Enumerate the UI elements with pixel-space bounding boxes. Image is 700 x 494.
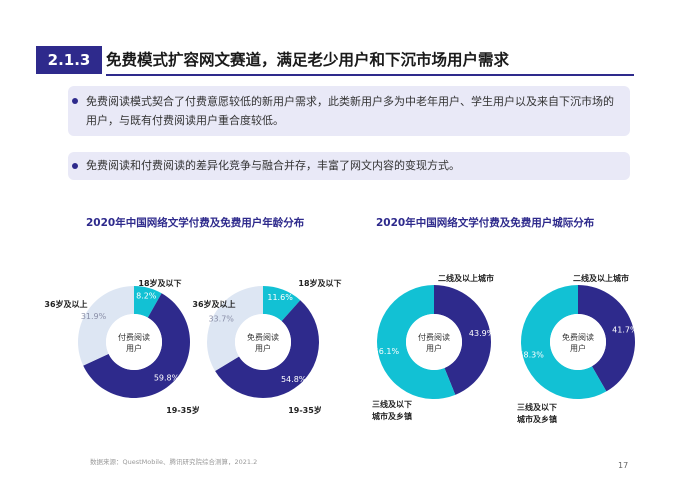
bullet-text: 免费阅读和付费阅读的差异化竞争与融合并存，丰富了网文内容的变现方式。 [86,159,460,172]
city-chart-title: 2020年中国网络文学付费及免费用户城际分布 [376,217,595,229]
data-source-note: 数据来源：QuestMobile、腾讯研究院综合测算，2021.2 [90,458,258,466]
slice-value-label: 11.6% [267,293,293,302]
donut-slice [215,300,319,398]
center-label: 付费阅读 [418,332,450,342]
bullet-dot-icon [72,98,78,104]
slice-value-label: 8.2% [136,292,157,301]
center-label: 免费阅读 [247,332,279,342]
donut-hole [406,314,462,370]
page-title: 免费模式扩容网文赛道，满足老少用户和下沉市场用户需求 [106,51,510,69]
center-label: 用户 [570,343,586,353]
donut-slice [377,285,456,399]
slice-value-label: 31.9% [81,312,107,321]
slice-value-label: 56.1% [374,347,400,356]
category-label: 19-35岁 [166,405,200,415]
category-label: 36岁及以上 [44,299,87,309]
section-number: 2.1.3 [36,46,102,74]
donut-hole [550,314,606,370]
section-header: 2.1.3 免费模式扩容网文赛道，满足老少用户和下沉市场用户需求 [36,46,634,76]
donut-slice [134,286,162,318]
category-label: 18岁及以下 [138,278,181,288]
donut-slice [434,285,492,395]
donut-slice [207,286,263,372]
center-label: 用户 [426,343,442,353]
age-chart-title: 2020年中国网络文学付费及免费用户年龄分布 [86,217,305,229]
slice-value-label: 58.3% [518,351,544,360]
center-label: 用户 [255,343,271,353]
category-label: 二线及以上城市 [573,273,629,283]
donut-slice [263,286,301,322]
bullet-dot-icon [72,163,78,169]
header-underline [106,74,634,76]
donut-slice [521,285,607,399]
bullet-box-2: 免费阅读和付费阅读的差异化竞争与融合并存，丰富了网文内容的变现方式。 [68,152,630,180]
category-label: 城市及乡镇 [372,411,412,421]
category-label: 36岁及以上 [192,299,235,309]
donut-hole [106,314,162,370]
bullet-box-1: 免费阅读模式契合了付费意愿较低的新用户需求，此类新用户多为中老年用户、学生用户以… [68,86,630,136]
slice-value-label: 43.9% [469,329,495,338]
slice-value-label: 41.7% [612,325,638,334]
category-label: 19-35岁 [288,405,322,415]
category-label: 城市及乡镇 [517,414,557,424]
category-label: 二线及以上城市 [438,273,494,283]
donut-hole [235,314,291,370]
slice-value-label: 59.8% [154,373,180,382]
donut-slice [578,285,635,392]
center-label: 付费阅读 [118,332,150,342]
category-label: 三线及以下 [372,399,412,409]
bullet-text: 免费阅读模式契合了付费意愿较低的新用户需求，此类新用户多为中老年用户、学生用户以… [86,95,614,127]
page-number: 17 [618,461,629,470]
slice-value-label: 33.7% [208,314,234,323]
donut-slice [78,286,134,366]
category-label: 三线及以下 [517,402,557,412]
center-label: 用户 [126,343,142,353]
slice-value-label: 54.8% [281,375,307,384]
category-label: 18岁及以下 [298,278,341,288]
donut-slice [83,293,190,398]
center-label: 免费阅读 [562,332,594,342]
